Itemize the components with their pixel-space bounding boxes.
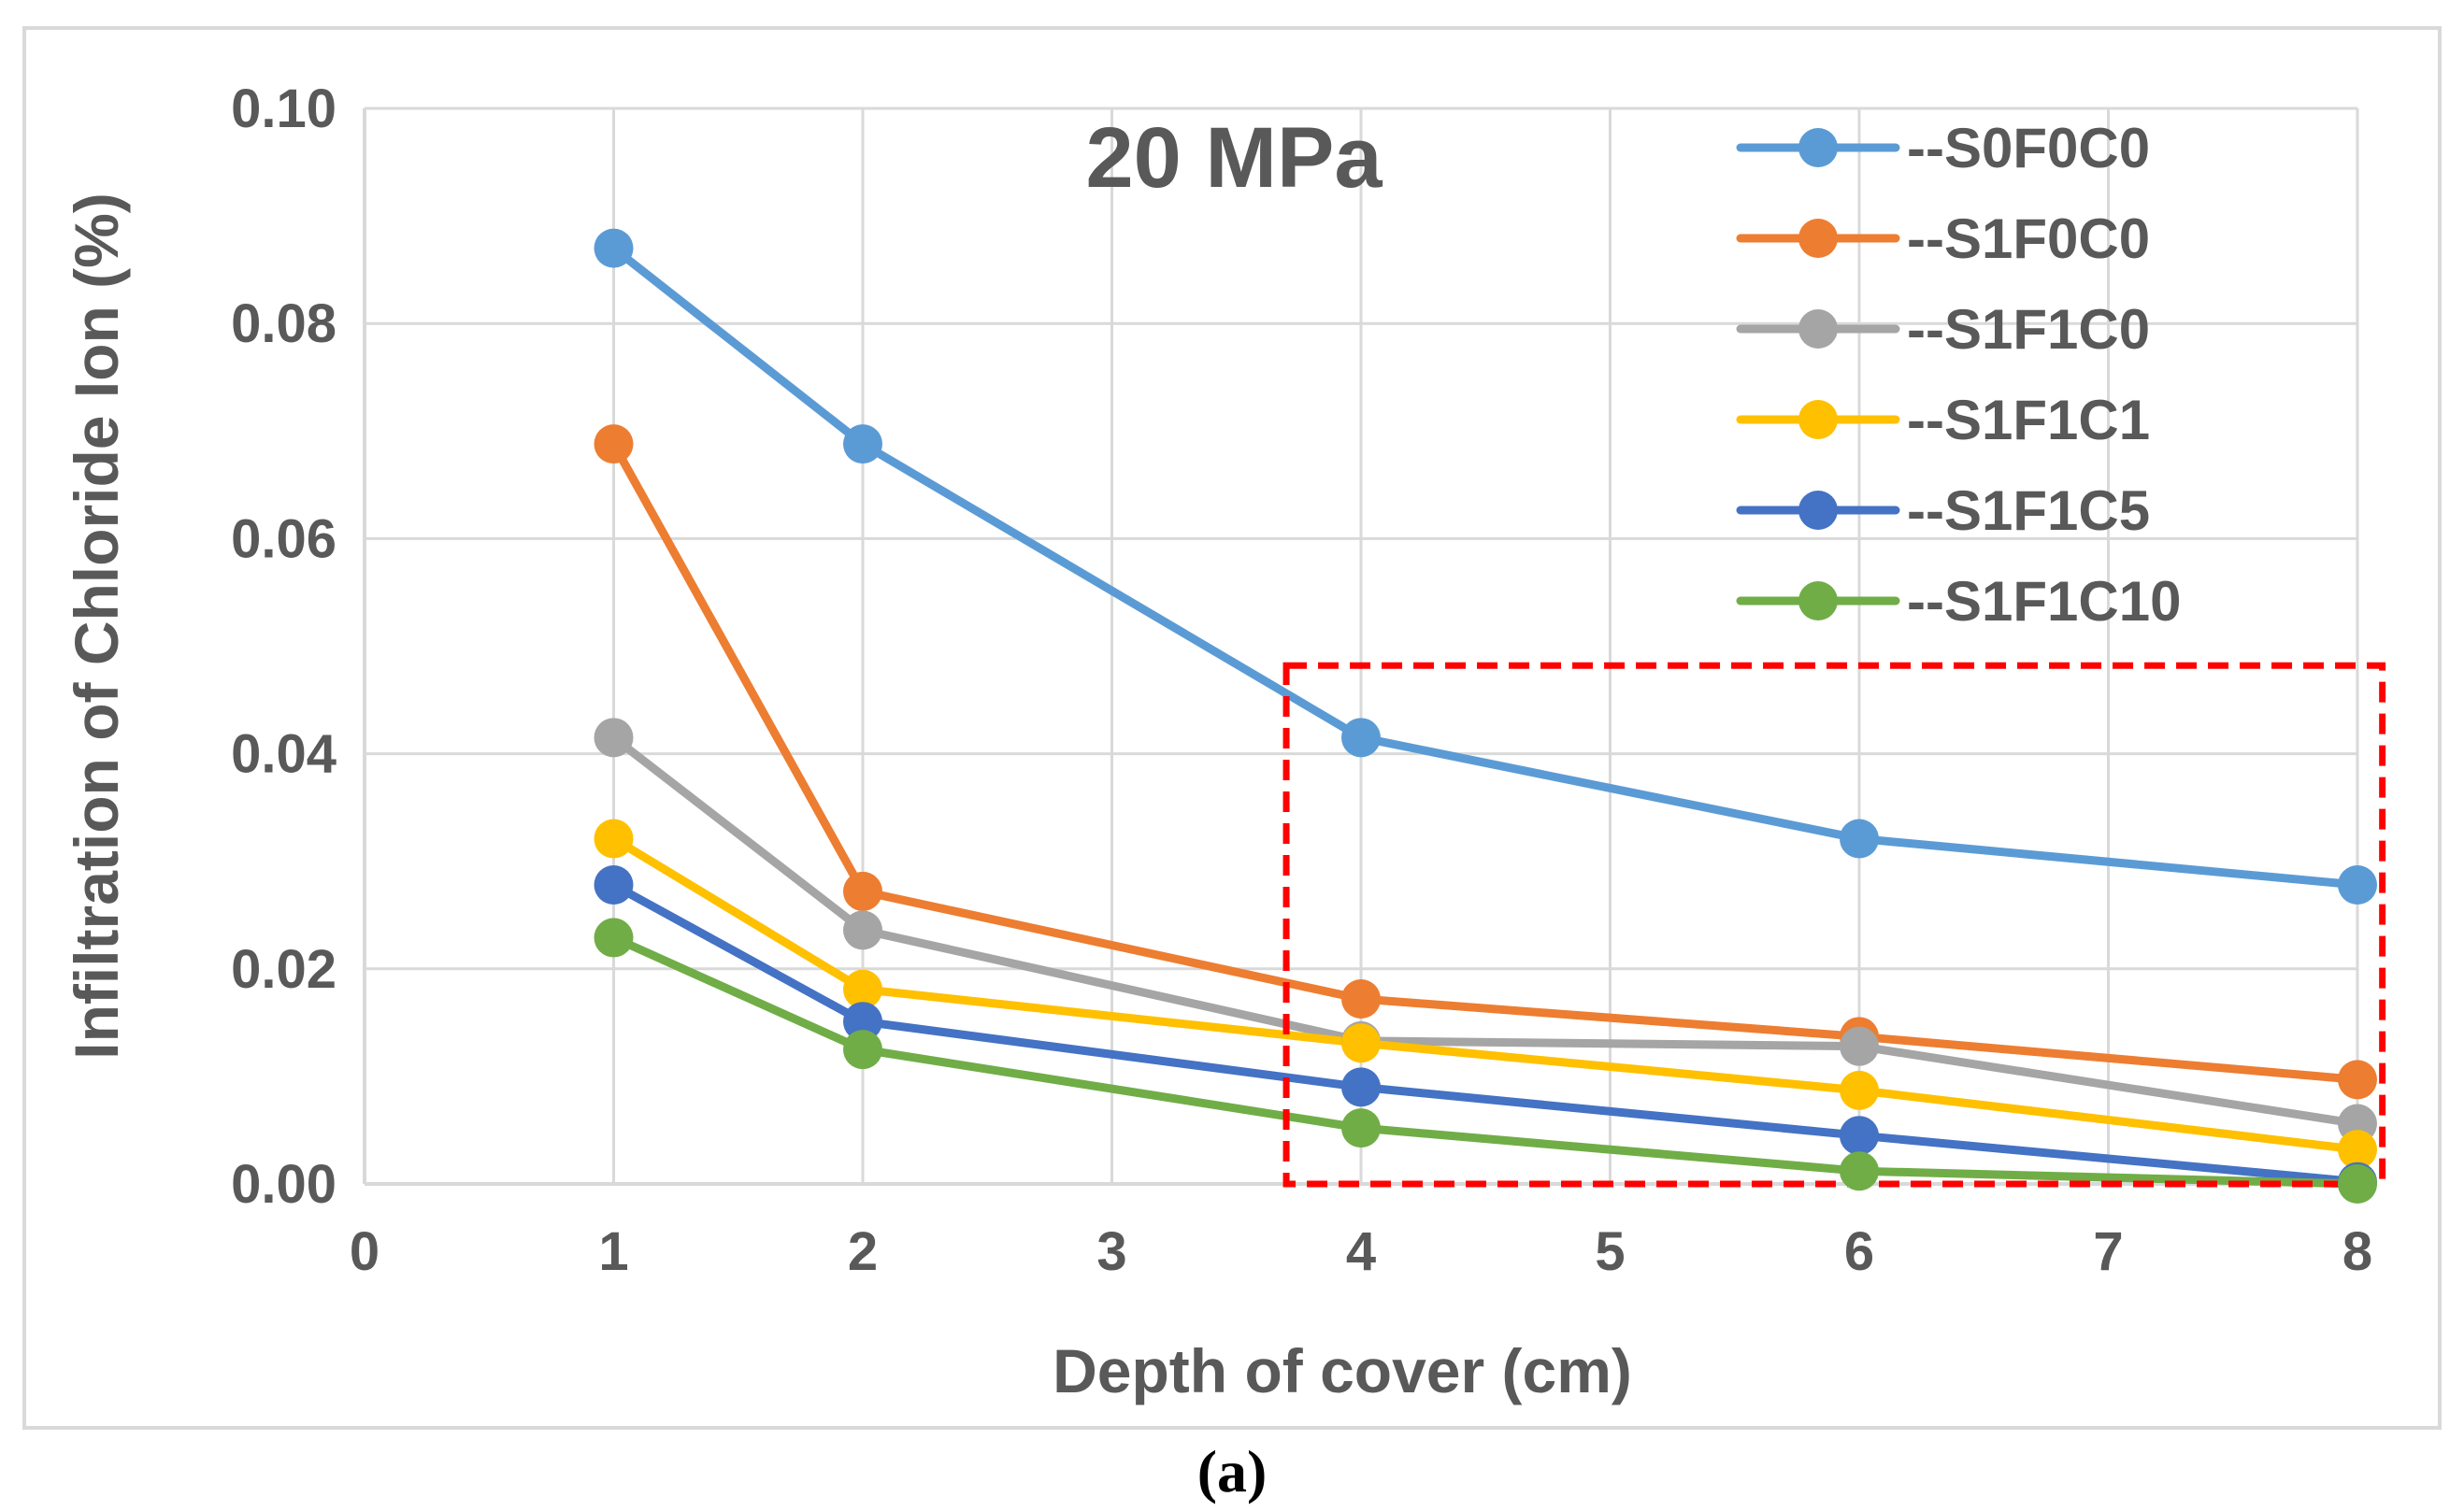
highlight-dashed-box: [1282, 662, 2386, 1188]
data-point-s0f0c0: [1341, 718, 1381, 758]
data-point-s1f1c0: [843, 910, 882, 950]
data-point-s1f0c0: [1341, 979, 1381, 1019]
y-tick-label: 0.04: [231, 724, 337, 785]
data-point-s1f1c1: [1341, 1023, 1381, 1063]
y-tick-label: 0.02: [231, 939, 337, 1000]
legend-marker-s1f0c0: [1798, 219, 1838, 258]
legend-marker-s1f1c5: [1798, 491, 1838, 530]
legend-marker-s1f1c1: [1798, 400, 1838, 439]
data-point-s0f0c0: [2338, 865, 2377, 905]
y-tick-label: 0.08: [231, 293, 337, 354]
x-tick-label: 8: [2342, 1221, 2372, 1282]
figure-caption: (a): [1196, 1438, 1268, 1504]
data-point-s1f1c1: [1840, 1070, 1879, 1110]
legend-label-s1f1c1: --S1F1C1: [1907, 389, 2150, 451]
legend-label-s1f0c0: --S1F0C0: [1907, 207, 2150, 270]
data-point-s1f1c10: [594, 918, 634, 958]
data-point-s0f0c0: [1840, 819, 1879, 859]
legend-marker-s1f1c0: [1798, 309, 1838, 349]
data-point-s1f1c5: [843, 1002, 882, 1042]
legend-label-s1f1c5: --S1F1C5: [1907, 479, 2150, 542]
data-point-s0f0c0: [594, 228, 634, 268]
y-axis-title: Infiltration of Chloride Ion (%): [62, 192, 131, 1060]
data-point-s1f1c0: [594, 718, 634, 758]
x-tick-label: 5: [1595, 1221, 1625, 1282]
legend-label-s1f1c10: --S1F1C10: [1907, 570, 2181, 633]
y-tick-label: 0.00: [231, 1154, 337, 1215]
legend-marker-s1f1c10: [1798, 581, 1838, 620]
y-tick-label: 0.10: [231, 78, 337, 139]
x-tick-label: 0: [350, 1221, 380, 1282]
data-point-s1f1c10: [1840, 1151, 1879, 1191]
data-point-s1f1c0: [1840, 1026, 1879, 1066]
x-tick-label: 2: [848, 1221, 878, 1282]
data-point-s1f0c0: [843, 871, 882, 911]
chart-title: 20 MPa: [1085, 110, 1382, 206]
x-tick-label: 6: [1844, 1221, 1874, 1282]
data-point-s0f0c0: [843, 424, 882, 464]
data-point-s1f1c1: [843, 969, 882, 1009]
y-tick-label: 0.06: [231, 508, 337, 569]
data-point-s1f1c5: [594, 865, 634, 905]
legend-marker-s0f0c0: [1798, 128, 1838, 167]
chart-frame: [22, 26, 2442, 1430]
data-point-s1f1c10: [1341, 1108, 1381, 1148]
x-axis-title: Depth of cover (cm): [1053, 1336, 1632, 1405]
data-point-s1f1c10: [2338, 1164, 2377, 1204]
x-tick-label: 1: [598, 1221, 628, 1282]
x-tick-label: 7: [2093, 1221, 2123, 1282]
data-point-s1f1c1: [594, 819, 634, 859]
legend: --S0F0C0 --S1F0C0 --S1F1C0 --S1F1C1 --S1F1C5…: [1736, 117, 2181, 633]
data-point-s1f0c0: [2338, 1060, 2377, 1100]
data-point-s1f1c1: [2338, 1130, 2377, 1170]
annotations: [1282, 662, 2386, 1188]
x-tick-label: 3: [1096, 1221, 1126, 1282]
data-point-s1f0c0: [594, 424, 634, 464]
data-point-s1f1c5: [1840, 1116, 1879, 1156]
series-points: [594, 228, 2377, 1204]
legend-label-s1f1c0: --S1F1C0: [1907, 298, 2150, 361]
data-point-s1f1c10: [843, 1030, 882, 1070]
data-point-s1f1c5: [1341, 1067, 1381, 1107]
x-tick-label: 4: [1346, 1221, 1376, 1282]
legend-label-s0f0c0: --S0F0C0: [1907, 117, 2150, 179]
